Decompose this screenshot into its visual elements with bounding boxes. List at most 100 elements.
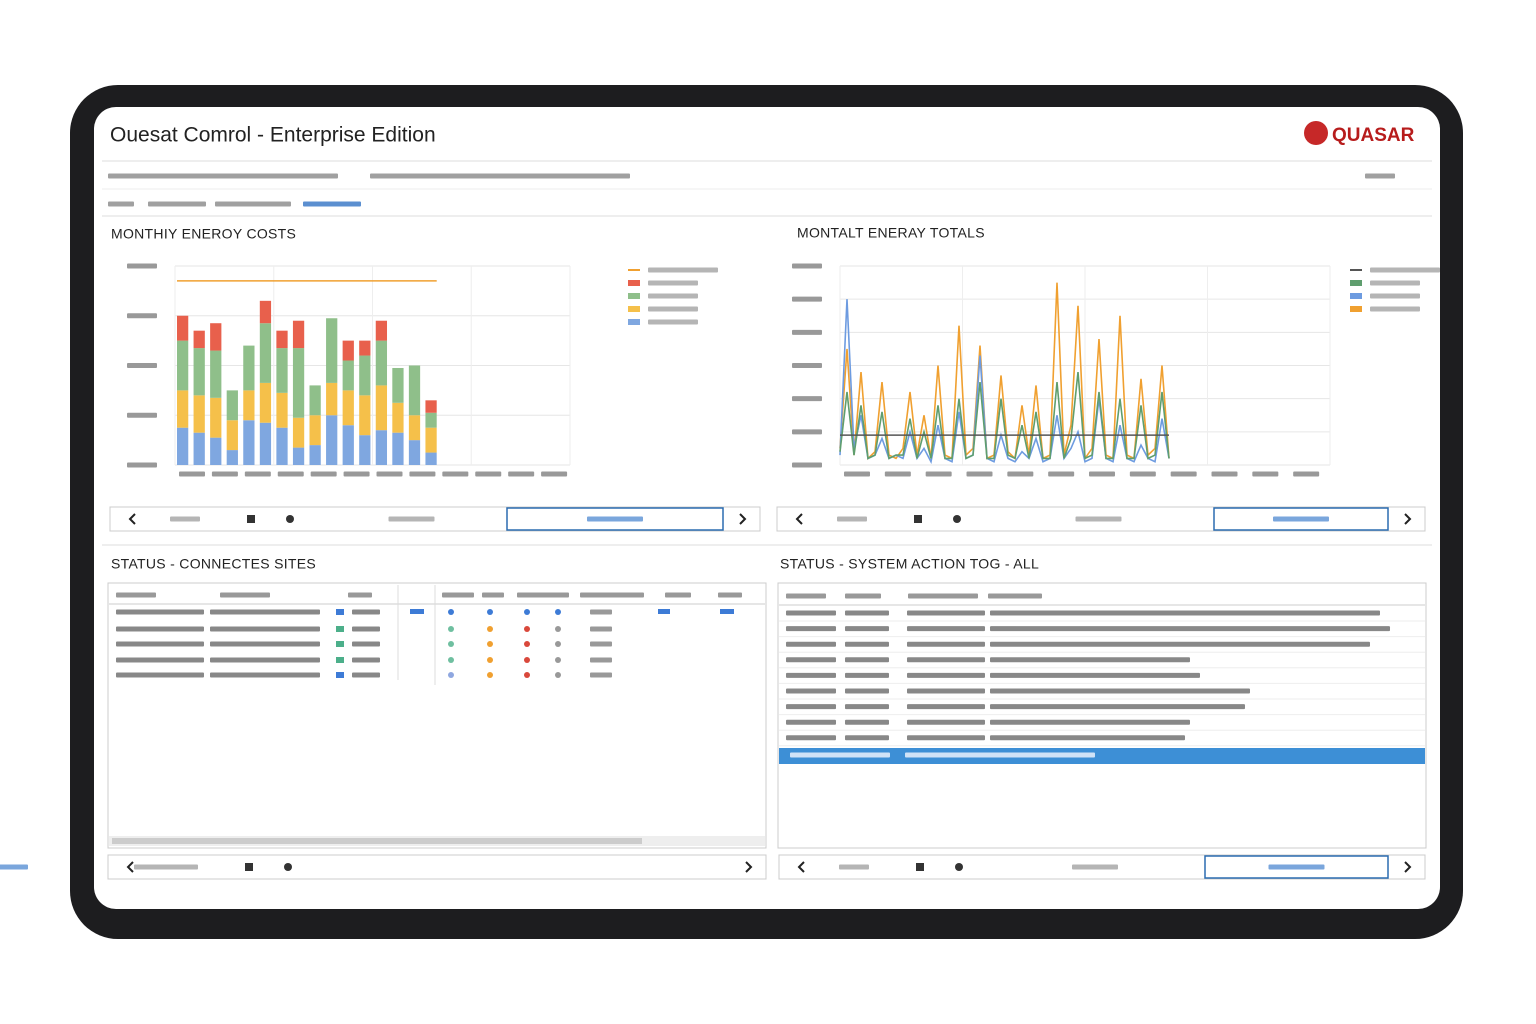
text-placeholder xyxy=(792,296,822,302)
stop-button[interactable] xyxy=(914,515,922,523)
text-placeholder xyxy=(792,329,822,335)
legend-swatch xyxy=(628,306,640,312)
primary-button[interactable] xyxy=(506,507,724,531)
text-placeholder xyxy=(409,471,436,477)
tool-button[interactable] xyxy=(286,515,294,523)
prev-button[interactable] xyxy=(128,513,136,525)
next-button[interactable] xyxy=(1404,513,1412,525)
bar-segment xyxy=(292,417,305,448)
text-placeholder xyxy=(907,672,985,678)
stop-button[interactable] xyxy=(245,863,253,871)
text-placeholder xyxy=(303,201,361,207)
primary-button[interactable] xyxy=(1204,855,1389,879)
text-placeholder xyxy=(352,657,380,663)
stop-button[interactable] xyxy=(247,515,255,523)
bar-segment xyxy=(177,390,189,428)
row-chip xyxy=(720,609,734,614)
bar-segment xyxy=(177,340,189,391)
text-placeholder xyxy=(116,672,204,678)
text-placeholder xyxy=(845,672,889,678)
tool-button[interactable] xyxy=(953,515,961,523)
text-placeholder xyxy=(517,592,569,598)
bar-segment xyxy=(193,348,205,396)
next-button[interactable] xyxy=(739,513,747,525)
text-placeholder xyxy=(0,864,28,870)
text-placeholder xyxy=(990,735,1185,741)
text-placeholder xyxy=(907,719,985,725)
stop-button[interactable] xyxy=(916,863,924,871)
status-dot xyxy=(555,657,561,663)
text-placeholder xyxy=(966,471,993,477)
bar-segment xyxy=(210,350,222,398)
status-dot xyxy=(487,672,493,678)
primary-button[interactable] xyxy=(1213,507,1389,531)
bar-segment xyxy=(342,340,354,361)
text-placeholder xyxy=(482,592,504,598)
text-placeholder xyxy=(786,672,836,678)
panel-title: STATUS - CONNECTES SITES xyxy=(111,556,316,572)
text-placeholder xyxy=(844,471,870,477)
text-placeholder xyxy=(590,672,612,678)
text-placeholder xyxy=(786,657,836,663)
bar-segment xyxy=(342,390,354,426)
scrollbar-thumb[interactable] xyxy=(112,838,642,844)
text-placeholder xyxy=(790,752,890,758)
bar-segment xyxy=(243,390,255,421)
text-placeholder xyxy=(648,280,698,286)
toolbar xyxy=(109,506,761,532)
text-placeholder xyxy=(1129,471,1156,477)
text-placeholder xyxy=(116,609,204,615)
status-dot xyxy=(448,657,454,663)
prev-button[interactable] xyxy=(797,861,805,873)
text-placeholder xyxy=(108,173,338,179)
prev-button[interactable] xyxy=(795,513,803,525)
status-dot xyxy=(555,672,561,678)
text-placeholder xyxy=(648,306,698,312)
text-placeholder xyxy=(990,641,1370,647)
status-swatch xyxy=(336,609,344,615)
text-placeholder xyxy=(1268,864,1325,870)
text-placeholder xyxy=(792,396,822,402)
bar-segment xyxy=(359,340,371,356)
panel-title: MONTHIY ENEROY COSTS xyxy=(111,226,296,242)
bar-segment xyxy=(193,330,205,349)
next-button[interactable] xyxy=(1404,861,1412,873)
status-dot xyxy=(524,657,530,663)
text-placeholder xyxy=(179,471,205,477)
text-placeholder xyxy=(845,641,889,647)
bar-segment xyxy=(326,382,338,416)
text-placeholder xyxy=(352,641,380,647)
next-button[interactable] xyxy=(745,861,753,873)
status-dot xyxy=(448,672,454,678)
text-placeholder xyxy=(148,201,206,207)
bar-segment xyxy=(425,412,437,428)
text-placeholder xyxy=(352,609,380,615)
legend-swatch xyxy=(1350,293,1362,299)
selected-row[interactable] xyxy=(779,748,1425,764)
legend-swatch xyxy=(1350,280,1362,286)
status-dot xyxy=(555,641,561,647)
text-placeholder xyxy=(590,641,612,647)
status-dot xyxy=(524,641,530,647)
prev-button[interactable] xyxy=(126,861,134,873)
bar-segment xyxy=(342,360,354,391)
text-placeholder xyxy=(210,641,320,647)
bar-segment xyxy=(392,432,404,465)
bar-segment xyxy=(408,365,421,416)
status-dot xyxy=(448,626,454,632)
text-placeholder xyxy=(1007,471,1034,477)
bar-segment xyxy=(425,452,437,465)
bar-segment xyxy=(276,330,288,349)
tool-button[interactable] xyxy=(955,863,963,871)
text-placeholder xyxy=(310,471,337,477)
status-dot xyxy=(487,657,493,663)
text-placeholder xyxy=(1252,471,1279,477)
status-dot xyxy=(524,609,530,615)
tool-button[interactable] xyxy=(284,863,292,871)
bar-segment xyxy=(243,420,255,465)
text-placeholder xyxy=(210,626,320,632)
sites-table xyxy=(107,582,767,849)
text-placeholder xyxy=(845,593,881,599)
